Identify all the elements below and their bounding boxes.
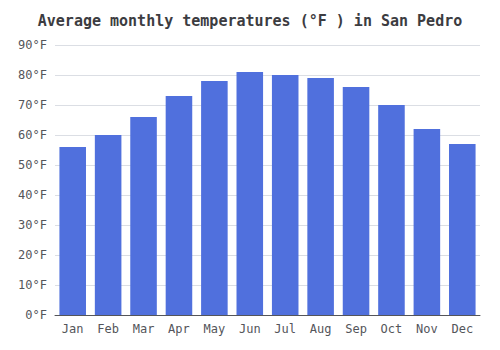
svg-text:80°F: 80°F bbox=[18, 68, 47, 82]
svg-text:20°F: 20°F bbox=[18, 248, 47, 262]
svg-text:90°F: 90°F bbox=[18, 38, 47, 52]
svg-text:10°F: 10°F bbox=[18, 278, 47, 292]
svg-text:Feb: Feb bbox=[97, 322, 119, 336]
svg-text:Mar: Mar bbox=[133, 322, 155, 336]
svg-text:Dec: Dec bbox=[451, 322, 473, 336]
svg-text:30°F: 30°F bbox=[18, 218, 47, 232]
svg-text:Oct: Oct bbox=[381, 322, 403, 336]
svg-text:Jul: Jul bbox=[274, 322, 296, 336]
svg-text:Jun: Jun bbox=[239, 322, 261, 336]
svg-text:Aug: Aug bbox=[310, 322, 332, 336]
svg-text:Nov: Nov bbox=[416, 322, 438, 336]
svg-text:Sep: Sep bbox=[345, 322, 367, 336]
svg-text:40°F: 40°F bbox=[18, 188, 47, 202]
svg-text:Jan: Jan bbox=[62, 322, 84, 336]
svg-text:60°F: 60°F bbox=[18, 128, 47, 142]
svg-text:70°F: 70°F bbox=[18, 98, 47, 112]
svg-text:Average monthly temperatures (: Average monthly temperatures (°F ) in Sa… bbox=[38, 12, 462, 30]
svg-text:0°F: 0°F bbox=[25, 308, 47, 322]
svg-text:Apr: Apr bbox=[168, 322, 190, 336]
svg-text:50°F: 50°F bbox=[18, 158, 47, 172]
svg-text:May: May bbox=[204, 322, 226, 336]
